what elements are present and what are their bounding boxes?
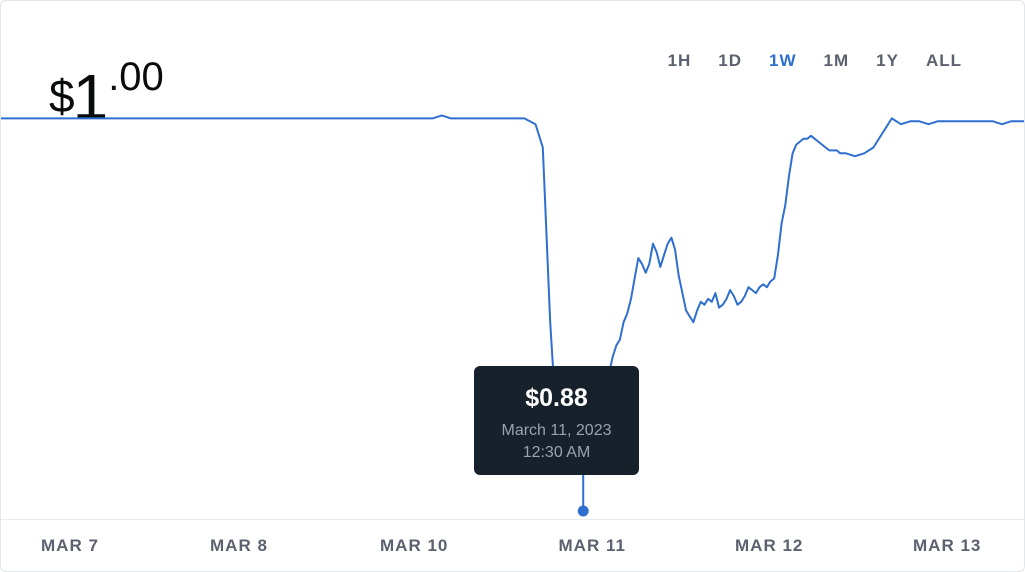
tooltip-value: $0.88 — [525, 384, 588, 412]
range-1w-button[interactable]: 1W — [769, 51, 797, 70]
range-all-button[interactable]: ALL — [925, 51, 962, 70]
time-range-selector: 1H 1D 1W 1M 1Y ALL — [641, 51, 962, 71]
tooltip-time: 12:30 AM — [522, 444, 591, 461]
x-tick-label: MAR 8 — [210, 536, 268, 555]
price-currency: $ — [49, 70, 75, 122]
x-tick-label: MAR 10 — [380, 536, 449, 555]
range-1m-button[interactable]: 1M — [823, 51, 850, 70]
x-tick-label: MAR 12 — [735, 536, 804, 555]
hover-point-dot[interactable] — [577, 505, 589, 517]
x-tick-label: MAR 7 — [41, 536, 99, 555]
x-tick-label: MAR 13 — [913, 536, 982, 555]
range-1d-button[interactable]: 1D — [718, 51, 743, 70]
price-decimal: .00 — [108, 55, 164, 99]
x-tick-label: MAR 11 — [558, 536, 626, 555]
x-axis-line — [1, 519, 1024, 520]
range-1h-button[interactable]: 1H — [667, 51, 692, 70]
range-1y-button[interactable]: 1Y — [876, 51, 899, 70]
tooltip-date: March 11, 2023 — [501, 422, 612, 439]
current-price: $1.00 — [49, 51, 164, 129]
price-tooltip: $0.88 March 11, 2023 12:30 AM — [474, 366, 639, 475]
